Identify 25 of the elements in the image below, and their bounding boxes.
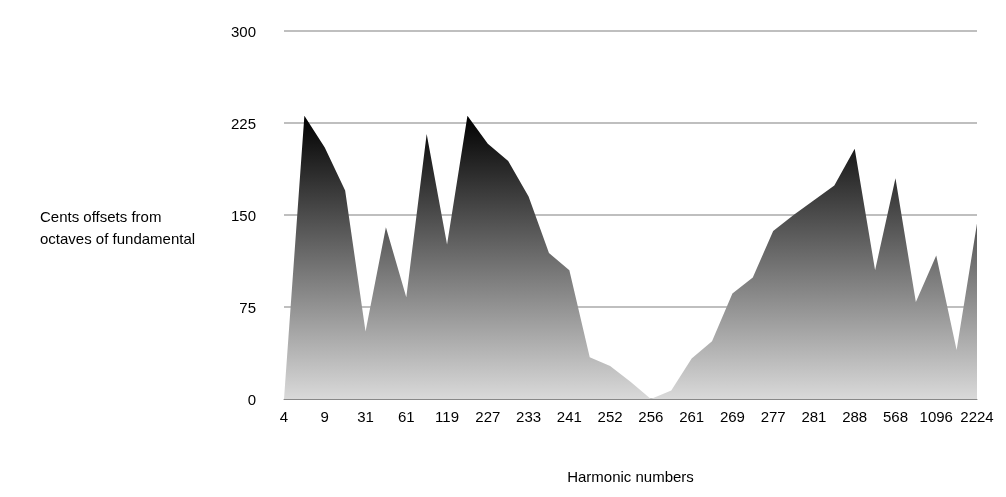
x-tick-label: 568	[882, 408, 908, 425]
x-tick-label: 119	[435, 408, 460, 425]
y-tick-label: 150	[230, 206, 256, 224]
x-tick-label: 252	[597, 408, 623, 425]
x-tick-label: 1096	[919, 408, 953, 425]
x-axis-title: Harmonic numbers	[567, 468, 694, 485]
y-tick-label: 300	[230, 22, 256, 40]
x-tick-label: 4	[279, 408, 289, 425]
x-tick-label: 2224	[960, 408, 994, 425]
x-tick-label: 9	[320, 408, 329, 425]
x-tick-label: 277	[760, 408, 786, 425]
x-tick-label: 281	[801, 408, 827, 425]
y-axis-title: Cents offsets from octaves of fundamental	[40, 207, 196, 247]
x-tick-label: 233	[516, 408, 542, 425]
x-tick-label: 288	[842, 408, 868, 425]
x-tick-label: 227	[475, 408, 501, 425]
y-tick-label: 225	[230, 114, 256, 132]
x-tick-label: 261	[679, 408, 705, 425]
x-tick-label: 269	[719, 408, 745, 425]
x-tick-label: 241	[556, 408, 582, 425]
x-tick-label: 256	[638, 408, 664, 425]
x-tick-label: 61	[397, 408, 415, 425]
y-tick-label: 0	[247, 390, 256, 408]
x-tick-label: 31	[357, 408, 374, 425]
y-tick-label: 75	[239, 298, 256, 316]
